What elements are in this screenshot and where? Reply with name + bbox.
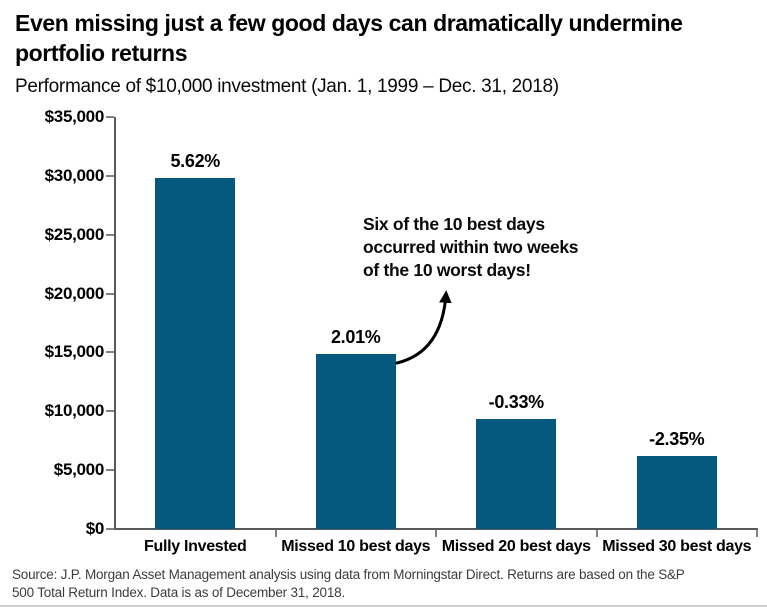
y-axis-tick (106, 469, 114, 472)
y-axis-tick (106, 351, 114, 354)
x-axis-label: Fully Invested (144, 538, 247, 555)
x-axis-label: Missed 20 best days (441, 538, 591, 555)
source-line-2: 500 Total Return Index. Data is as of De… (12, 585, 346, 600)
y-axis-tick-label: $0 (85, 519, 105, 538)
page-title-line-1: Even missing just a few good days can dr… (15, 10, 683, 36)
page-title-line-2: portfolio returns (15, 40, 188, 66)
bar (636, 455, 717, 529)
x-axis-label: Missed 30 best days (602, 538, 752, 555)
y-axis-line (114, 117, 116, 530)
annotation-line-3: of the 10 worst days! (363, 260, 531, 280)
x-axis-line (114, 528, 758, 530)
x-axis-tick (274, 530, 277, 537)
y-axis-tick (106, 233, 114, 236)
bar (155, 177, 236, 529)
y-axis-tick-label: $10,000 (44, 401, 105, 421)
page-title: Even missing just a few good days can dr… (15, 8, 683, 68)
y-axis-tick-label: $25,000 (44, 224, 105, 244)
y-axis-tick (106, 528, 114, 530)
source-note: Source: J.P. Morgan Asset Management ana… (12, 566, 685, 602)
y-axis-tick (106, 292, 114, 295)
x-axis-tick (595, 530, 598, 537)
bar (476, 418, 557, 529)
bar-value-label: 5.62% (170, 150, 221, 171)
chart-subtitle: Performance of $10,000 investment (Jan. … (15, 76, 559, 97)
x-axis-tick (756, 530, 758, 537)
source-line-1: Source: J.P. Morgan Asset Management ana… (12, 567, 685, 582)
bar-value-label: -0.33% (488, 391, 545, 412)
y-axis-tick-label: $15,000 (44, 342, 105, 362)
bar-value-label: 2.01% (330, 326, 381, 347)
y-axis-tick-label: $30,000 (44, 165, 105, 185)
x-axis-label: Missed 10 best days (281, 538, 431, 555)
y-axis-tick-label: $35,000 (44, 107, 105, 126)
y-axis-tick (106, 174, 114, 177)
bar-value-label: -2.35% (649, 428, 705, 449)
x-axis-tick (435, 530, 437, 537)
annotation-text: Six of the 10 best days occurred within … (363, 213, 579, 282)
y-axis-tick (106, 116, 114, 118)
y-axis-tick (106, 410, 114, 413)
annotation-line-2: occurred within two weeks (363, 237, 579, 257)
y-axis-tick-label: $5,000 (53, 460, 105, 480)
annotation-arrow-icon (395, 290, 452, 365)
annotation-line-1: Six of the 10 best days (363, 214, 545, 234)
y-axis-tick-label: $20,000 (44, 283, 105, 303)
bar (315, 353, 396, 529)
